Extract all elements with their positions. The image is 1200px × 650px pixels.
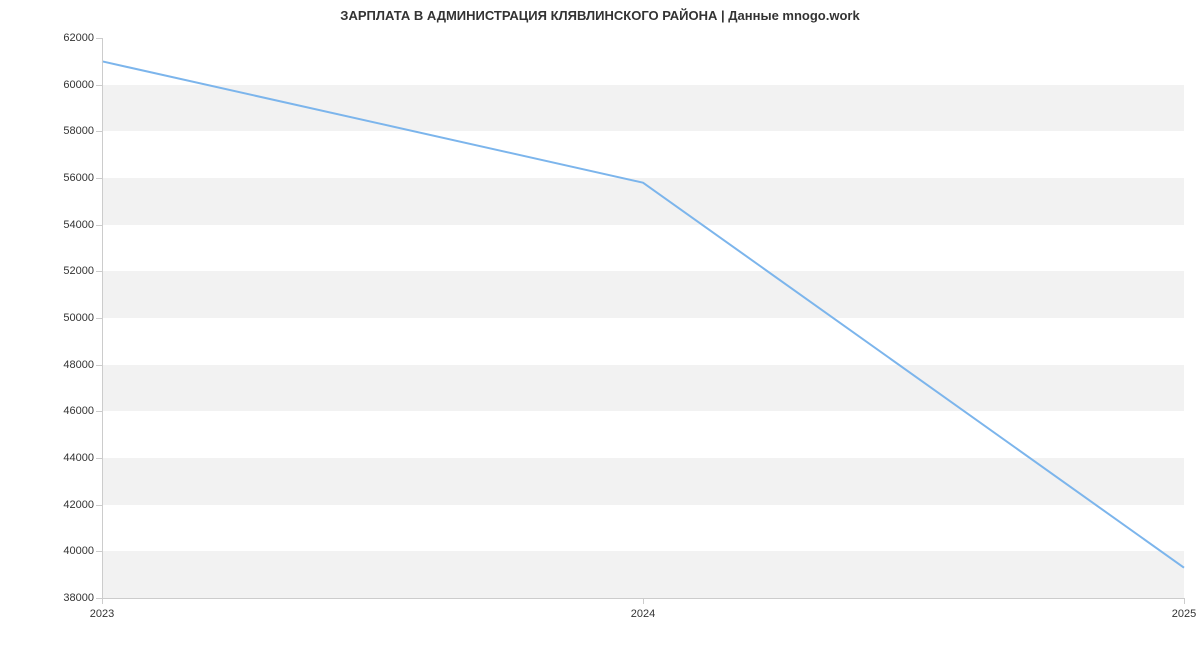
x-tick-mark <box>1184 598 1185 604</box>
line-layer <box>102 38 1184 598</box>
y-tick-label: 54000 <box>63 219 94 231</box>
y-tick-label: 40000 <box>63 545 94 557</box>
x-tick-label: 2023 <box>90 608 114 620</box>
y-tick-label: 56000 <box>63 172 94 184</box>
y-tick-label: 52000 <box>63 265 94 277</box>
chart-title: ЗАРПЛАТА В АДМИНИСТРАЦИЯ КЛЯВЛИНСКОГО РА… <box>0 8 1200 23</box>
y-tick-label: 58000 <box>63 125 94 137</box>
y-tick-label: 60000 <box>63 79 94 91</box>
x-tick-label: 2025 <box>1172 608 1196 620</box>
y-tick-label: 38000 <box>63 592 94 604</box>
y-axis-line <box>102 38 103 598</box>
x-axis-line <box>102 598 1184 599</box>
y-tick-label: 62000 <box>63 32 94 44</box>
x-tick-label: 2024 <box>631 608 655 620</box>
plot-area: 3800040000420004400046000480005000052000… <box>102 38 1184 598</box>
y-tick-label: 46000 <box>63 405 94 417</box>
y-tick-label: 42000 <box>63 499 94 511</box>
salary-line-chart: ЗАРПЛАТА В АДМИНИСТРАЦИЯ КЛЯВЛИНСКОГО РА… <box>0 0 1200 650</box>
series-line-salary <box>102 61 1184 567</box>
y-tick-label: 50000 <box>63 312 94 324</box>
y-tick-label: 44000 <box>63 452 94 464</box>
y-tick-label: 48000 <box>63 359 94 371</box>
